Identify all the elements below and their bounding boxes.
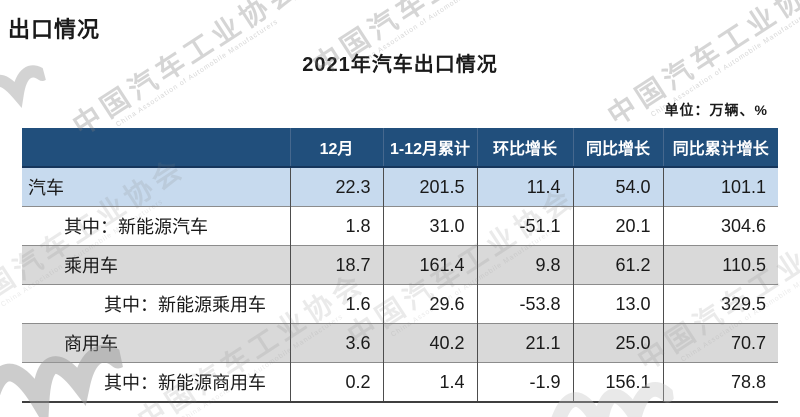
cell-value: -51.1	[476, 206, 573, 246]
col-header-yoy-cum-growth: 同比累计增长	[662, 128, 778, 168]
cell-value: 1.4	[382, 362, 477, 403]
table-title: 2021年汽车出口情况	[302, 54, 498, 76]
cell-value: 31.0	[382, 206, 477, 246]
cell-value: 25.0	[572, 323, 663, 363]
table-row: 商用车 3.6 40.2 21.1 25.0 70.7	[22, 323, 778, 363]
cell-value: 40.2	[382, 323, 477, 363]
cell-value: 304.6	[662, 206, 778, 246]
cell-value: 329.5	[662, 284, 778, 324]
cell-value: 21.1	[476, 323, 573, 363]
table-row: 其中：新能源汽车 1.8 31.0 -51.1 20.1 304.6	[22, 206, 778, 246]
col-header-cumulative: 1-12月累计	[382, 128, 477, 168]
table-row: 汽车 22.3 201.5 11.4 54.0 101.1	[22, 167, 778, 207]
cell-value: -1.9	[476, 362, 573, 403]
export-table-container: 12月 1-12月累计 环比增长 同比增长 同比累计增长 汽车 22.3 201…	[22, 128, 778, 403]
row-label: 汽车	[22, 167, 290, 207]
row-label: 乘用车	[22, 245, 290, 285]
row-label: 其中：新能源商用车	[22, 362, 290, 403]
cell-value: 101.1	[662, 167, 778, 207]
row-label: 其中：新能源汽车	[22, 206, 290, 246]
cell-value: 9.8	[476, 245, 573, 285]
cell-value: -53.8	[476, 284, 573, 324]
table-header-row: 12月 1-12月累计 环比增长 同比增长 同比累计增长	[22, 128, 778, 168]
cell-value: 156.1	[572, 362, 663, 403]
cell-value: 78.8	[662, 362, 778, 403]
export-table: 12月 1-12月累计 环比增长 同比增长 同比累计增长 汽车 22.3 201…	[22, 128, 778, 403]
cell-value: 70.7	[662, 323, 778, 363]
cell-value: 1.8	[289, 206, 383, 246]
cell-value: 1.6	[289, 284, 383, 324]
table-row: 其中：新能源商用车 0.2 1.4 -1.9 156.1 78.8	[22, 362, 778, 403]
cell-value: 61.2	[572, 245, 663, 285]
cell-value: 161.4	[382, 245, 477, 285]
cell-value: 0.2	[289, 362, 383, 403]
cell-value: 29.6	[382, 284, 477, 324]
col-header-yoy-growth: 同比增长	[572, 128, 663, 168]
cell-value: 54.0	[572, 167, 663, 207]
cell-value: 22.3	[289, 167, 383, 207]
cell-value: 20.1	[572, 206, 663, 246]
row-label: 其中：新能源乘用车	[22, 284, 290, 324]
row-label: 商用车	[22, 323, 290, 363]
unit-note: 单位：万辆、%	[664, 102, 768, 118]
cell-value: 3.6	[289, 323, 383, 363]
col-header-mom-growth: 环比增长	[476, 128, 573, 168]
cell-value: 13.0	[572, 284, 663, 324]
table-row: 乘用车 18.7 161.4 9.8 61.2 110.5	[22, 245, 778, 285]
col-header-december: 12月	[289, 128, 383, 168]
cell-value: 201.5	[382, 167, 477, 207]
cell-value: 18.7	[289, 245, 383, 285]
cell-value: 110.5	[662, 245, 778, 285]
page-title: 出口情况	[8, 17, 101, 42]
col-header-blank	[22, 128, 290, 168]
table-row: 其中：新能源乘用车 1.6 29.6 -53.8 13.0 329.5	[22, 284, 778, 324]
cell-value: 11.4	[476, 167, 573, 207]
